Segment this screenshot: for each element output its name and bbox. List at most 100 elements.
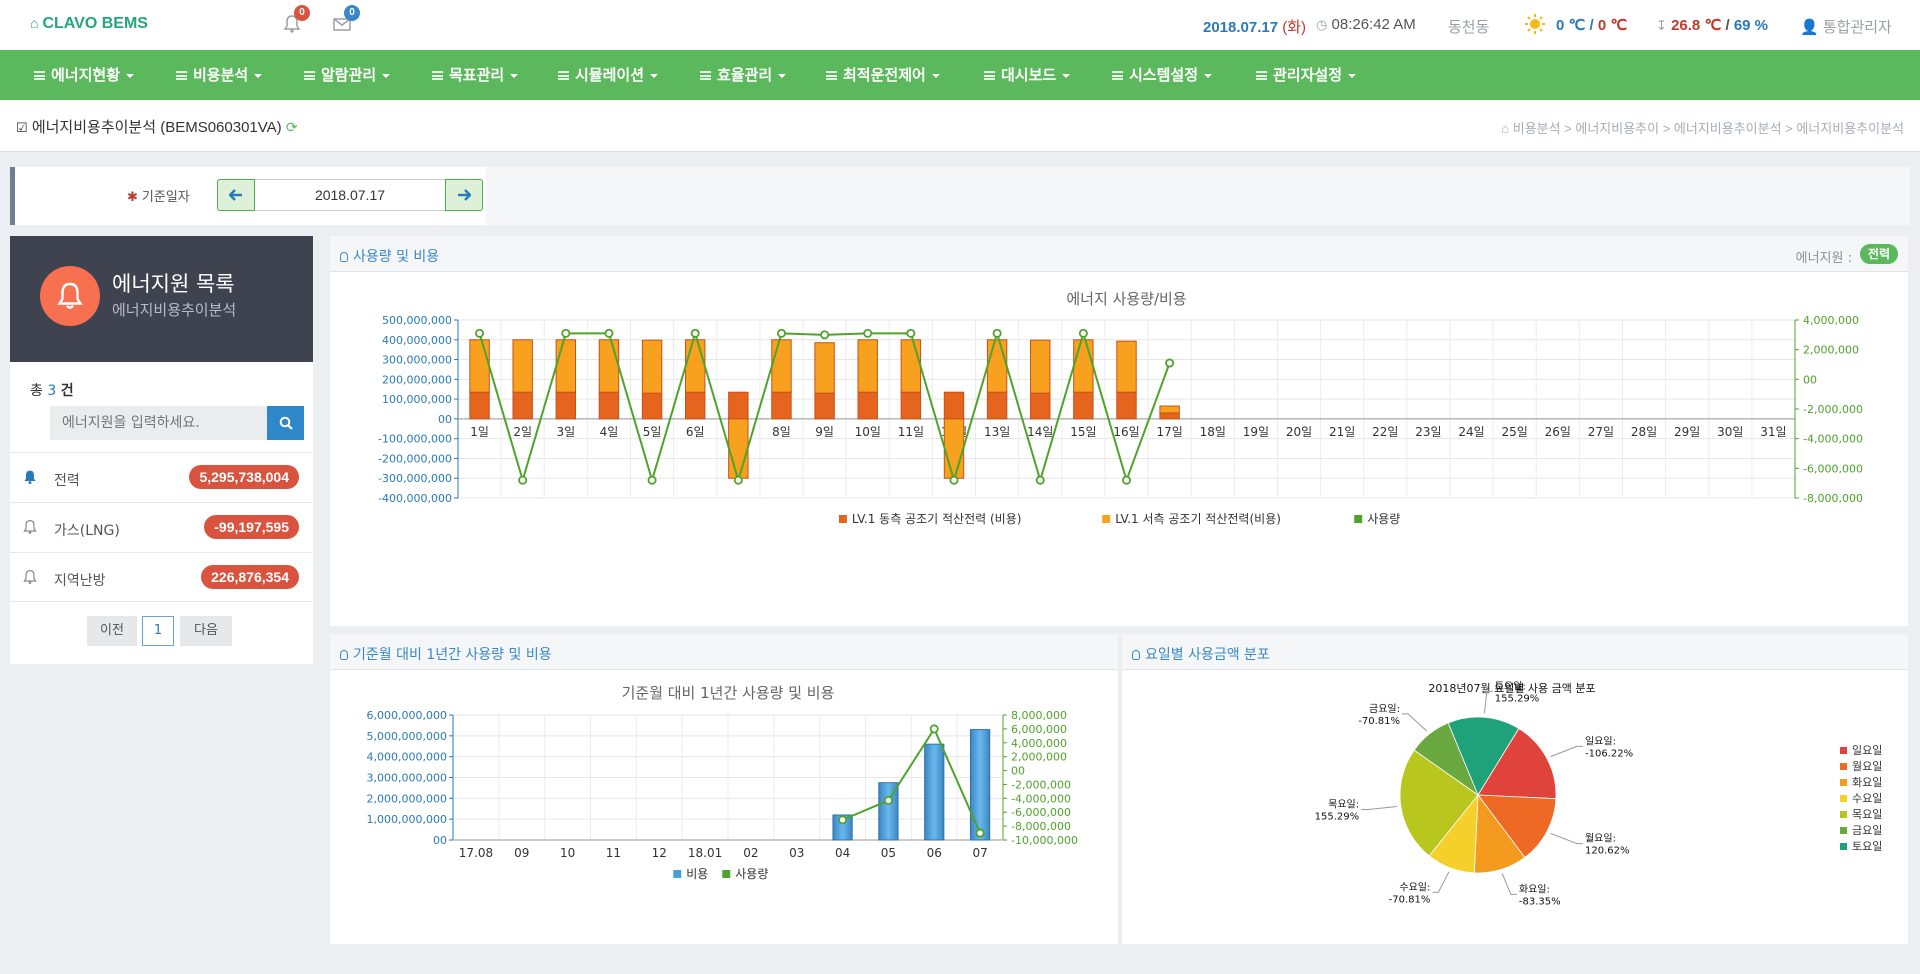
pie-label-line [1550,832,1583,845]
arrow-right-icon [458,189,471,201]
panel-title-text: 요일별 사용금액 분포 [1145,647,1270,663]
energy-item-district-heating[interactable]: 지역난방 226,876,354 [10,552,313,602]
chart-point [690,328,700,338]
next-date-button[interactable] [445,179,483,211]
nav-optimal-control[interactable]: 최적운전제어 [826,50,940,100]
x-tick-label: 21일 [1329,425,1355,439]
messages-button[interactable]: 0 [332,5,360,36]
daily-usage-cost-chart: 에너지 사용량/비용 500,000,000 400,000,000 300,000,… [378,290,1863,526]
pie-value-label: 120.62% [1585,846,1630,857]
nav-label: 관리자설정 [1273,66,1343,84]
pie-slice [1477,794,1557,858]
chart-point [776,328,786,338]
energy-item-value: 226,876,354 [201,565,299,589]
brand-name: CLAVO BEMS [42,15,148,32]
nav-energy-status[interactable]: 에너지현황 [34,50,135,100]
pie-value-label: -83.35% [1519,896,1561,907]
chart-bar [857,391,878,420]
menu-icon [176,71,187,80]
chart-bar [512,391,533,420]
pie-label: 금요일: [1369,703,1400,715]
alarm-bell-badge [40,266,100,326]
user-menu[interactable]: 👤 통합관리자 [1800,16,1892,37]
envelope-icon [333,18,351,31]
nav-label: 비용분석 [193,66,249,84]
x-tick-label: 1일 [470,425,489,439]
chart-bar [1116,340,1137,393]
legend-label: 화요일 [1852,775,1882,789]
chart-bar [814,342,835,394]
total-prefix: 총 [30,383,43,399]
chart-bar [1030,392,1051,420]
total-count: 총 3 건 [30,380,74,400]
nav-dashboard[interactable]: 대시보드 [984,50,1071,100]
pie-label: 월요일: [1585,833,1616,845]
x-tick-label: 20일 [1286,425,1312,439]
prev-date-button[interactable] [217,179,255,211]
y2-tick-label: -6,000,000 [1011,806,1071,819]
pager-page-1[interactable]: 1 [142,616,174,646]
energy-list-title: 에너지원 목록 [112,272,235,296]
notifications-button[interactable]: 0 [282,5,310,36]
breadcrumb-text: 비용분석 > 에너지비용추이 > 에너지비용추이분석 > 에너지비용추이분석 [1512,121,1904,136]
nav-target[interactable]: 목표관리 [432,50,519,100]
chart-bar [986,339,1008,393]
energy-search-input[interactable] [50,406,267,440]
legend-label: 금요일 [1852,823,1882,837]
legend-swatch [1102,515,1111,523]
nav-cost-analysis[interactable]: 비용분석 [176,50,263,100]
y-tick-label: 3,000,000,000 [367,772,447,785]
energy-source-badge[interactable]: 전력 [1859,244,1898,264]
nav-efficiency[interactable]: 효율관리 [700,50,787,100]
search-icon [279,416,293,430]
legend-label: 사용량 [735,867,768,881]
chart-bar [900,339,922,393]
legend-swatch [1354,515,1363,523]
main-nav: 에너지현황 비용분석 알람관리 목표관리 시뮬레이션 효율관리 최적운전제어 대… [0,50,1920,100]
nav-admin-settings[interactable]: 관리자설정 [1256,50,1357,100]
x-tick-label: 8일 [772,425,791,439]
pager-next-button[interactable]: 다음 [180,616,232,646]
y-tick-label: 00 [438,413,452,426]
energy-list-subtitle: 에너지비용추이분석 [112,301,237,319]
nav-system-settings[interactable]: 시스템설정 [1112,50,1213,100]
search-button[interactable] [267,406,304,440]
pie-label-line [1550,745,1583,758]
yearly-usage-panel: 기준월 대비 1년간 사용량 및 비용 기준월 대비 1년간 사용량 및 비용 6… [330,634,1118,944]
pager-prev-button[interactable]: 이전 [87,616,137,646]
menu-icon [558,71,569,80]
x-tick-label: 19일 [1243,425,1269,439]
nav-alarm[interactable]: 알람관리 [304,50,391,100]
refresh-icon[interactable]: ⟳ [285,119,298,135]
brand-logo[interactable]: ⌂ CLAVO BEMS [30,15,148,33]
x-tick-label: 13일 [984,425,1010,439]
chart-bar [878,782,899,841]
chart-bar [1159,405,1180,414]
nav-simulation[interactable]: 시뮬레이션 [558,50,659,100]
breadcrumb: ⌂ 비용분석 > 에너지비용추이 > 에너지비용추이분석 > 에너지비용추이분석 [1501,118,1904,137]
home-icon[interactable]: ⌂ [1501,121,1510,136]
menu-icon [432,71,443,80]
energy-item-gas[interactable]: 가스(LNG) -99,197,595 [10,502,313,552]
x-tick-label: 9일 [815,425,834,439]
date-label: ✱ 기준일자 [127,186,190,205]
x-tick-label: 06 [927,846,942,860]
date-picker: 2018.07.17 [217,179,483,211]
chart-bar [924,743,945,841]
chart-bar [1030,339,1051,394]
energy-item-electricity[interactable]: 전력 5,295,738,004 [10,452,313,502]
panel-title-text: 기준월 대비 1년간 사용량 및 비용 [353,647,552,663]
lightbulb-icon [340,650,348,660]
date-input[interactable]: 2018.07.17 [255,179,445,211]
chart-bar [598,391,620,420]
chart-point [949,475,959,485]
weekday-distribution-panel: 요일별 사용금액 분포 2018년07월 요일별 사용 금액 분포 일요일: -10… [1122,634,1908,944]
y-tick-label: -100,000,000 [378,433,452,446]
x-tick-label: 17.08 [459,846,493,860]
outdoor-temperature: 0 ℃ / 0 ℃ [1556,16,1627,34]
y2-tick-label: -4,000,000 [1803,433,1863,446]
pie-label: 수요일: [1399,881,1430,893]
filter-bar: ✱ 기준일자 2018.07.17 [10,167,1910,225]
chart-bar [1073,339,1094,393]
legend-swatch [1840,779,1847,786]
